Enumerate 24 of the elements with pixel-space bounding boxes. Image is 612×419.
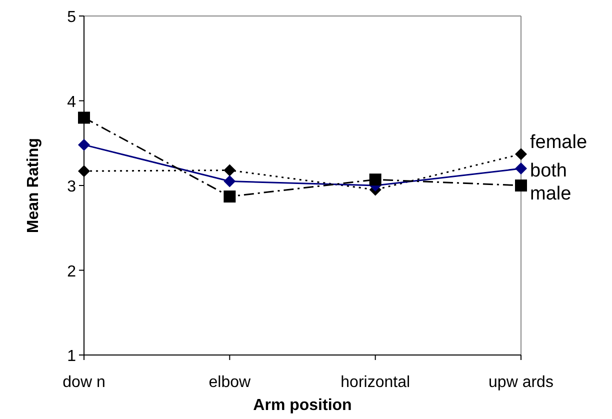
point <box>515 180 527 192</box>
y-tick-label: 3 <box>67 178 76 196</box>
point <box>224 175 236 188</box>
x-tick-label: dow n <box>62 374 106 391</box>
point <box>224 190 236 203</box>
y-tick-label: 2 <box>67 263 76 280</box>
point <box>515 148 527 160</box>
y-tick-label: 4 <box>67 94 76 111</box>
series-label: male <box>530 184 572 204</box>
y-axis-title: Mean Rating <box>25 138 42 234</box>
point <box>78 138 90 151</box>
point <box>78 112 90 124</box>
point <box>78 165 90 178</box>
x-axis-title: Arm position <box>253 397 352 414</box>
y-tick-label: 1 <box>67 348 76 365</box>
point <box>515 162 527 175</box>
x-tick-label: upw ards <box>488 374 554 391</box>
y-tick-label: 5 <box>67 9 76 26</box>
series-label: female <box>530 132 588 154</box>
series-label: both <box>530 160 567 182</box>
x-tick-label: horizontal <box>340 374 410 391</box>
point <box>369 174 382 186</box>
point <box>224 164 236 176</box>
x-tick-label: elbow <box>208 374 252 391</box>
